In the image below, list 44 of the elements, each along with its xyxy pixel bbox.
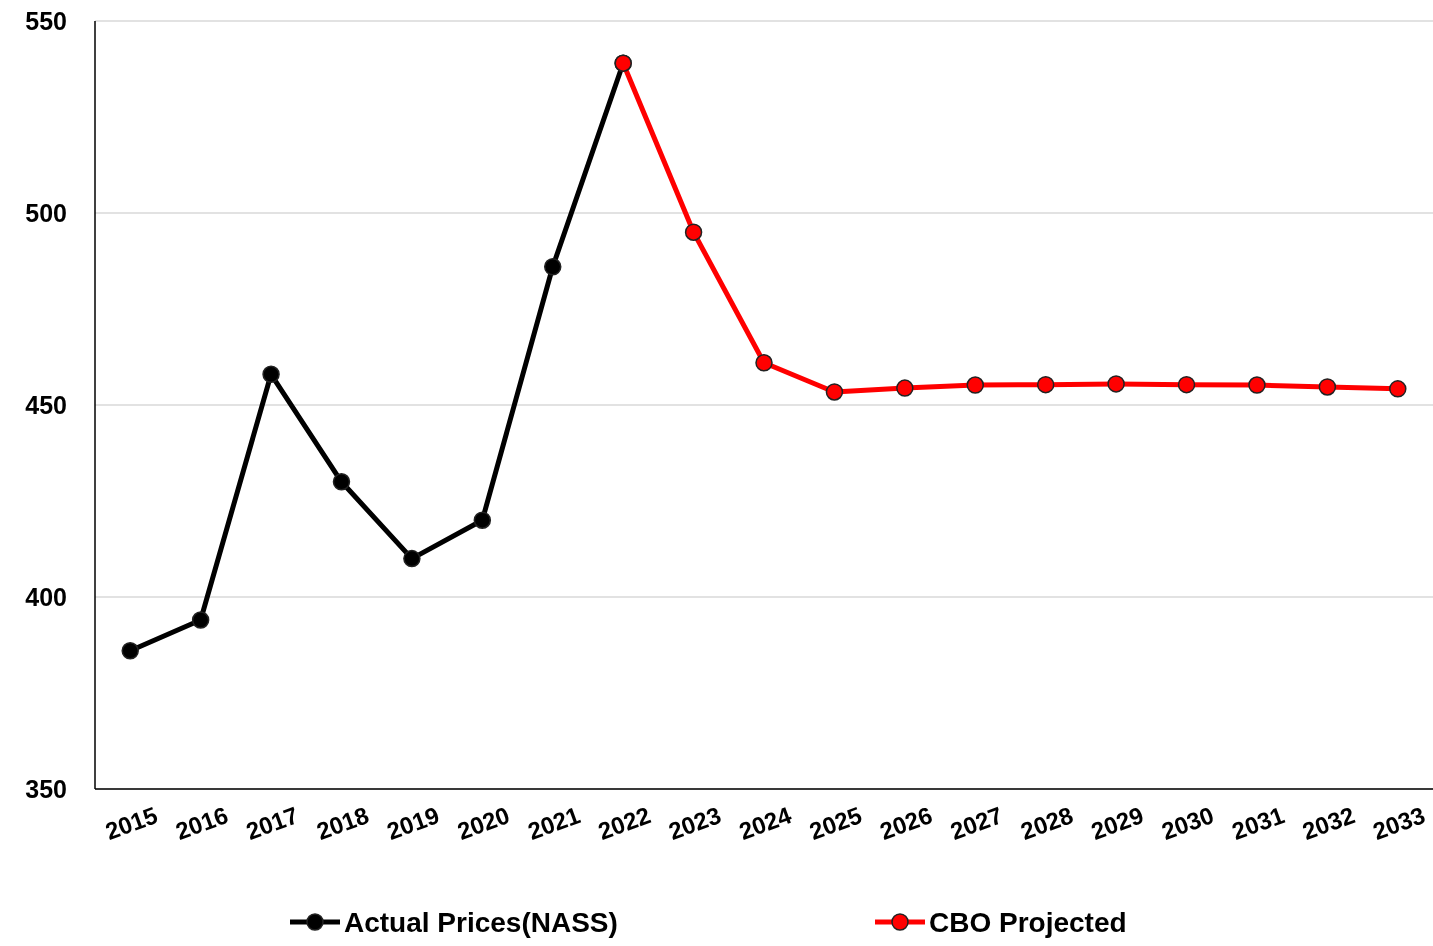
point xyxy=(262,365,280,384)
point xyxy=(1248,376,1266,394)
point xyxy=(755,354,773,372)
y-tick-label: 550 xyxy=(25,6,67,35)
x-tick-label: 2022 xyxy=(594,801,654,845)
x-tick-label: 2033 xyxy=(1369,801,1429,845)
y-tick-label: 400 xyxy=(25,582,67,611)
point xyxy=(1177,375,1196,394)
point xyxy=(684,223,703,241)
legend-label: Actual Prices(NASS) xyxy=(344,906,618,938)
point xyxy=(966,376,985,394)
x-tick-label: 2030 xyxy=(1157,801,1218,845)
point xyxy=(191,611,210,629)
x-tick-label: 2032 xyxy=(1298,801,1359,845)
x-tick-label: 2025 xyxy=(805,801,866,845)
point xyxy=(896,379,914,397)
x-tick-label: 2019 xyxy=(383,801,443,845)
x-tick-label: 2017 xyxy=(242,801,302,845)
point xyxy=(473,511,492,529)
x-tick-label: 2029 xyxy=(1087,801,1147,845)
point xyxy=(332,473,351,491)
point xyxy=(121,642,139,660)
x-tick-label: 2028 xyxy=(1017,801,1077,845)
x-tick-label: 2018 xyxy=(312,801,373,845)
point xyxy=(1107,375,1125,393)
x-tick-label: 2027 xyxy=(946,801,1007,845)
x-tick-label: 2020 xyxy=(453,801,514,845)
y-tick-label: 450 xyxy=(25,390,67,419)
point xyxy=(1389,380,1407,398)
x-tick-label: 2026 xyxy=(876,801,936,845)
point xyxy=(1036,375,1055,394)
x-tick-label: 2021 xyxy=(524,801,584,845)
y-tick-label: 350 xyxy=(25,774,67,803)
x-tick-label: 2023 xyxy=(664,801,725,845)
x-tick-label: 2016 xyxy=(172,801,232,845)
legend-label: CBO Projected xyxy=(929,906,1127,938)
x-tick-label: 2031 xyxy=(1228,801,1288,845)
y-tick-label: 500 xyxy=(25,198,67,227)
point xyxy=(825,383,844,401)
x-tick-label: 2015 xyxy=(101,801,162,845)
x-tick-label: 2024 xyxy=(735,800,796,845)
point xyxy=(543,258,562,276)
point xyxy=(403,549,421,568)
point xyxy=(1318,378,1337,396)
